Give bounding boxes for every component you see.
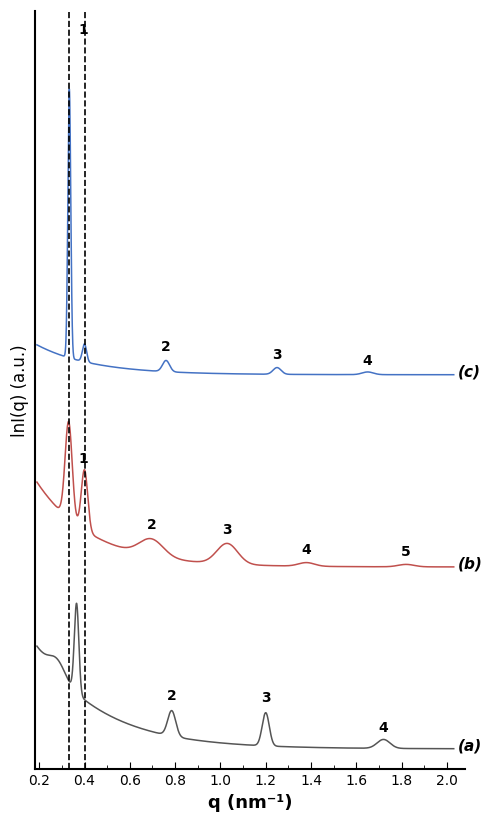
- Text: (b): (b): [458, 557, 483, 572]
- Text: 4: 4: [301, 543, 311, 557]
- Text: 2: 2: [147, 518, 156, 532]
- Text: 4: 4: [363, 354, 373, 368]
- Text: (a): (a): [458, 738, 483, 754]
- Text: 2: 2: [167, 689, 177, 703]
- Text: 5: 5: [401, 545, 411, 559]
- Text: 2: 2: [161, 340, 171, 354]
- Text: 1: 1: [79, 23, 88, 37]
- Text: 3: 3: [272, 348, 282, 362]
- Text: 1: 1: [79, 453, 88, 467]
- X-axis label: q (nm⁻¹): q (nm⁻¹): [207, 794, 292, 811]
- Text: 4: 4: [379, 721, 389, 735]
- Text: (c): (c): [458, 365, 481, 379]
- Y-axis label: lnI(q) (a.u.): lnI(q) (a.u.): [11, 344, 29, 437]
- Text: 3: 3: [222, 523, 232, 537]
- Text: 3: 3: [261, 690, 271, 704]
